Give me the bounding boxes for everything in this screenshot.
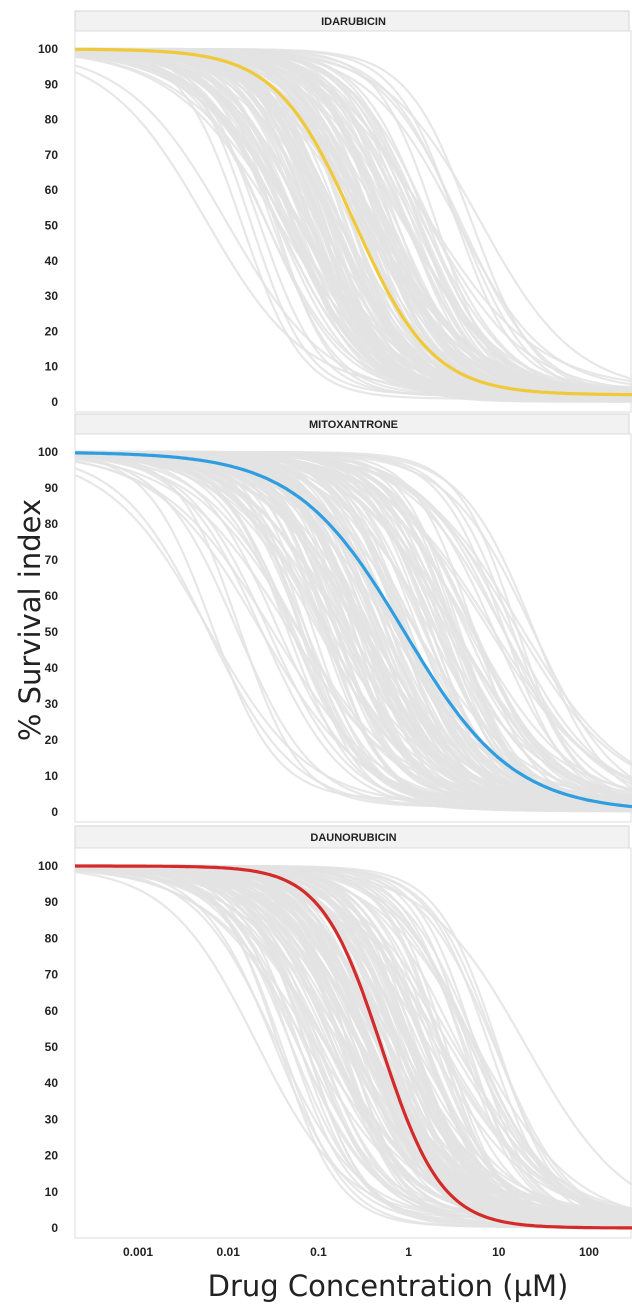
y-tick-label: 70 [45, 968, 59, 982]
y-axis-title: % Survival index [13, 498, 47, 742]
background-curve [75, 451, 632, 802]
x-tick-label: 100 [579, 1245, 599, 1259]
panel-idarubicin: IDARUBICIN 0 10 20 30 40 50 60 70 80 90 100 [38, 10, 632, 413]
y-tick-label: 30 [45, 289, 59, 303]
y-tick-label: 100 [38, 445, 58, 459]
y-tick-label: 20 [45, 324, 59, 338]
y-tick-label: 100 [38, 42, 58, 56]
highlight-curve [75, 47, 632, 397]
x-tick-label: 0.001 [123, 1245, 153, 1259]
y-tick-label: 0 [51, 1221, 58, 1235]
y-tick-label: 40 [45, 1076, 59, 1090]
x-tick-label: 1 [405, 1245, 412, 1259]
y-tick-label: 90 [45, 481, 59, 495]
y-tick-label: 40 [45, 254, 59, 268]
y-tick-label: 80 [45, 113, 59, 127]
y-tick-label: 80 [45, 517, 59, 531]
x-tick-label: 10 [492, 1245, 506, 1259]
y-tick-label: 90 [45, 895, 59, 909]
y-tick-label: 10 [45, 1185, 59, 1199]
y-tick-label: 60 [45, 1004, 59, 1018]
panel-daunorubicin: DAUNORUBICIN 0 10 20 30 40 50 60 70 80 90 100 0.001 0… [38, 825, 632, 1259]
background-curves [74, 47, 632, 403]
y-tick-label: 70 [45, 148, 59, 162]
background-curve [74, 48, 632, 403]
background-curve [74, 49, 632, 400]
y-tick-label: 30 [45, 697, 59, 711]
panel-mitoxantrone: MITOXANTRONE 0 10 20 30 40 50 60 70 80 90 100 [38, 413, 632, 823]
y-tick-label: 10 [45, 769, 59, 783]
y-tick-label: 20 [45, 1149, 59, 1163]
y-tick-label: 90 [45, 77, 59, 91]
y-tick-label: 80 [45, 931, 59, 945]
y-tick-label: 50 [45, 1040, 59, 1054]
background-curve [74, 866, 632, 1221]
y-tick-label: 50 [45, 625, 59, 639]
panel-title: MITOXANTRONE [309, 419, 398, 431]
x-tick-label: 0.01 [217, 1245, 241, 1259]
panel-title: IDARUBICIN [321, 16, 386, 28]
y-tick-label: 40 [45, 661, 59, 675]
y-tick-label: 100 [38, 859, 58, 873]
x-axis-title: Drug Concentration (µM) [207, 1269, 569, 1303]
y-tick-label: 60 [45, 589, 59, 603]
x-tick-label: 0.1 [310, 1245, 327, 1259]
y-tick-label: 0 [51, 805, 58, 819]
background-curve [74, 865, 632, 1229]
highlight-curve [74, 451, 632, 809]
y-tick-label: 10 [45, 360, 59, 374]
y-tick-label: 60 [45, 183, 59, 197]
y-tick-label: 30 [45, 1112, 59, 1126]
highlight-curve [75, 864, 632, 1230]
background-curve [74, 52, 632, 398]
y-tick-label: 0 [51, 395, 58, 409]
y-tick-label: 50 [45, 219, 59, 233]
background-curve [74, 452, 632, 810]
y-tick-label: 20 [45, 733, 59, 747]
y-tick-label: 70 [45, 553, 59, 567]
panel-title: DAUNORUBICIN [310, 832, 396, 844]
